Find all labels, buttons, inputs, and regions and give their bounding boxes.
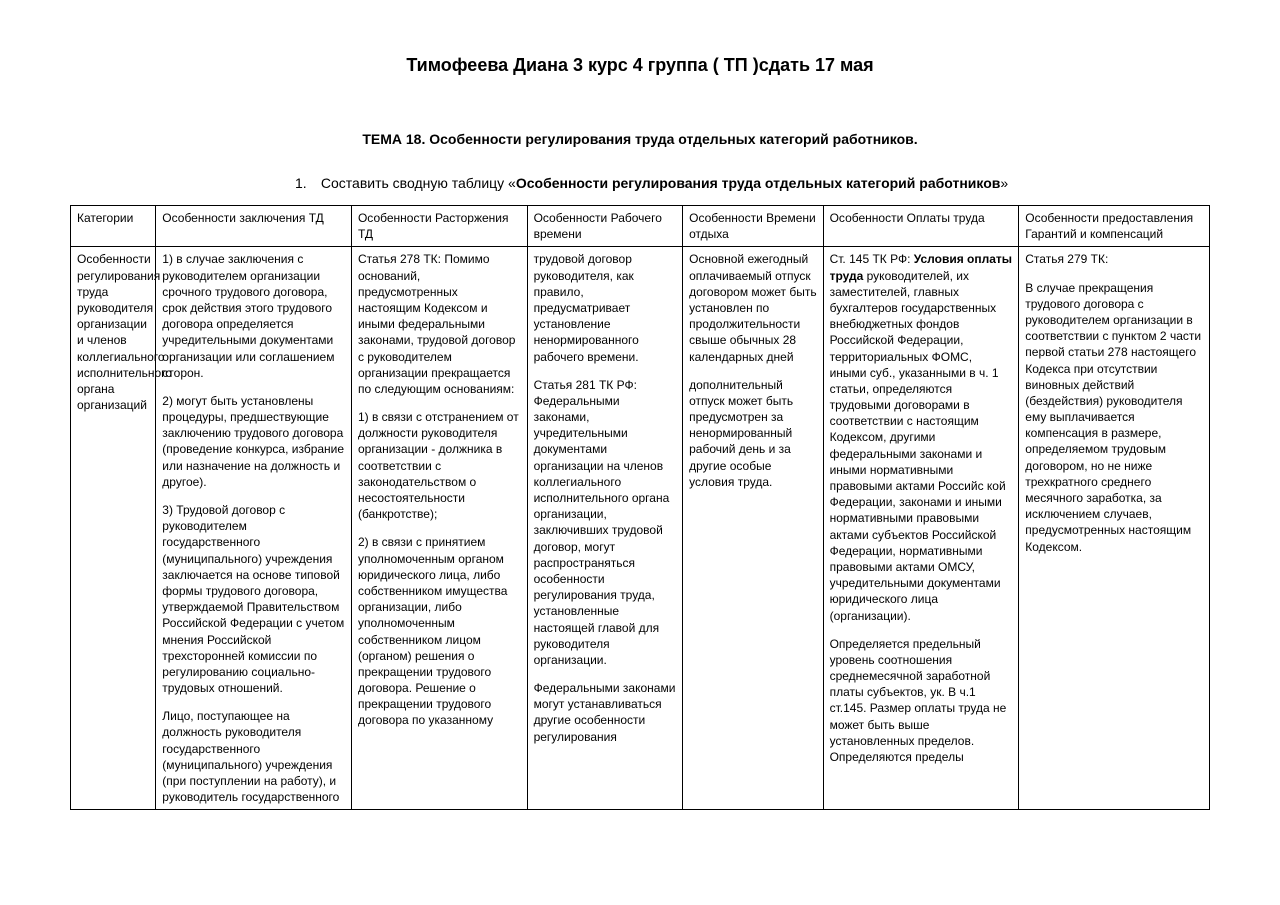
cell-para: Ст. 145 ТК РФ: Условия оплаты труда руко… [830,251,1013,623]
cell-rest: Основной ежегодный оплачиваемый отпуск д… [683,247,823,810]
cell-para: Статья 278 ТК: Помимо оснований, предусм… [358,251,521,397]
header-conclusion: Особенности заключения ТД [156,206,352,247]
cell-para: В случае прекращения трудового договора … [1025,280,1203,555]
topic-subtitle: ТЕМА 18. Особенности регулирования труда… [70,131,1210,147]
cell-guarantees: Статья 279 ТК: В случае прекращения труд… [1019,247,1210,810]
cell-termination: Статья 278 ТК: Помимо оснований, предусм… [351,247,527,810]
summary-table: Категории Особенности заключения ТД Особ… [70,205,1210,810]
cell-run: Ст. 145 ТК РФ: [830,252,914,266]
cell-para: 1) в связи с отстранением от должности р… [358,409,521,522]
cell-para: Федеральными законами могут устанавливат… [534,680,677,745]
header-rest: Особенности Времени отдыха [683,206,823,247]
header-pay: Особенности Оплаты труда [823,206,1019,247]
cell-para: трудовой договор руководителя, как прави… [534,251,677,364]
cell-para: Определяется предельный уровень соотноше… [830,636,1013,766]
cell-para: Основной ежегодный оплачиваемый отпуск д… [689,251,816,364]
task-bold: Особенности регулирования труда отдельны… [516,175,1001,191]
header-guarantees: Особенности предоставления Гарантий и ко… [1019,206,1210,247]
table-header-row: Категории Особенности заключения ТД Особ… [71,206,1210,247]
table-row: Особенности регулирования труда руководи… [71,247,1210,810]
cell-para: дополнительный отпуск может быть предусм… [689,377,816,490]
header-worktime: Особенности Рабочего времени [527,206,683,247]
header-categories: Категории [71,206,156,247]
cell-run: руководителей, их заместителей, главных … [830,269,1006,623]
cell-worktime: трудовой договор руководителя, как прави… [527,247,683,810]
cell-para: Лицо, поступающее на должность руководит… [162,708,345,805]
cell-para: 2) могут быть установлены процедуры, пре… [162,393,345,490]
task-lead: Составить сводную таблицу « [321,175,516,191]
cell-conclusion: 1) в случае заключения с руководителем о… [156,247,352,810]
header-termination: Особенности Расторжения ТД [351,206,527,247]
cell-para: 2) в связи с принятием уполномоченным ор… [358,534,521,728]
cell-para: 1) в случае заключения с руководителем о… [162,251,345,381]
page-title: Тимофеева Диана 3 курс 4 группа ( ТП )сд… [70,55,1210,76]
row-category: Особенности регулирования труда руководи… [71,247,156,810]
task-tail: » [1000,175,1008,191]
cell-para: 3) Трудовой договор с руководителем госу… [162,502,345,696]
cell-pay: Ст. 145 ТК РФ: Условия оплаты труда руко… [823,247,1019,810]
document-page: Тимофеева Диана 3 курс 4 группа ( ТП )сд… [0,0,1280,905]
cell-para: Статья 279 ТК: [1025,251,1203,267]
task-number: 1. [295,175,317,191]
task-line: 1. Составить сводную таблицу «Особенност… [295,175,1210,191]
cell-para: Статья 281 ТК РФ: Федеральными законами,… [534,377,677,668]
